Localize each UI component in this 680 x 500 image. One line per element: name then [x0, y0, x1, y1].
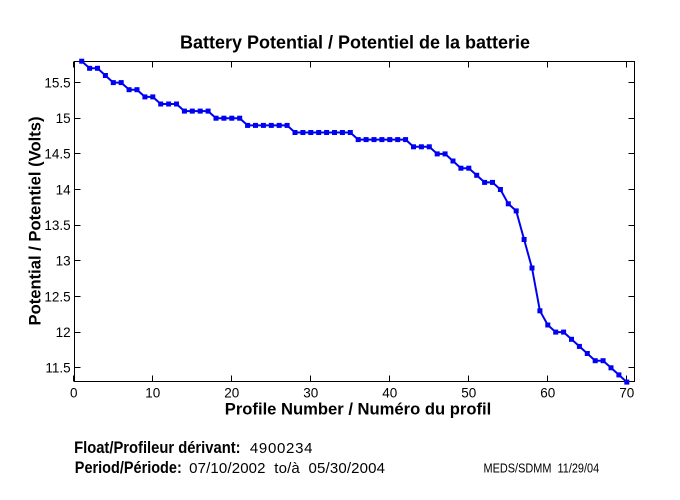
svg-text:70: 70	[619, 386, 634, 401]
svg-text:40: 40	[382, 386, 397, 401]
svg-text:14: 14	[56, 182, 72, 197]
svg-text:MEDS/SDMM 11/29/04: MEDS/SDMM 11/29/04	[484, 460, 600, 475]
svg-text:10: 10	[145, 386, 160, 401]
svg-text:0: 0	[70, 386, 78, 401]
svg-text:50: 50	[461, 386, 476, 401]
svg-text:Battery Potential / Potentiel: Battery Potential / Potentiel de la batt…	[180, 33, 530, 53]
svg-text:12: 12	[56, 325, 71, 340]
svg-text:12.5: 12.5	[44, 289, 70, 304]
svg-text:Potential / Potentiel (Volts): Potential / Potentiel (Volts)	[25, 117, 44, 326]
svg-text:07/10/2002 to/à 05/30/2004: 07/10/2002 to/à 05/30/2004	[189, 460, 385, 477]
svg-text:Period/Période:: Period/Période:	[75, 459, 182, 477]
svg-text:20: 20	[224, 386, 239, 401]
svg-text:60: 60	[540, 386, 555, 401]
svg-text:13: 13	[56, 254, 71, 269]
svg-text:30: 30	[303, 386, 318, 401]
svg-text:Float/Profileur dérivant:: Float/Profileur dérivant:	[74, 439, 240, 457]
svg-text:13.5: 13.5	[44, 218, 70, 233]
svg-text:15: 15	[56, 111, 71, 126]
svg-text:14.5: 14.5	[44, 147, 70, 162]
svg-text:4900234: 4900234	[250, 440, 313, 457]
svg-text:Profile Number / Numéro du pro: Profile Number / Numéro du profil	[225, 400, 491, 419]
svg-text:11.5: 11.5	[45, 361, 70, 376]
svg-text:15.5: 15.5	[44, 75, 70, 90]
